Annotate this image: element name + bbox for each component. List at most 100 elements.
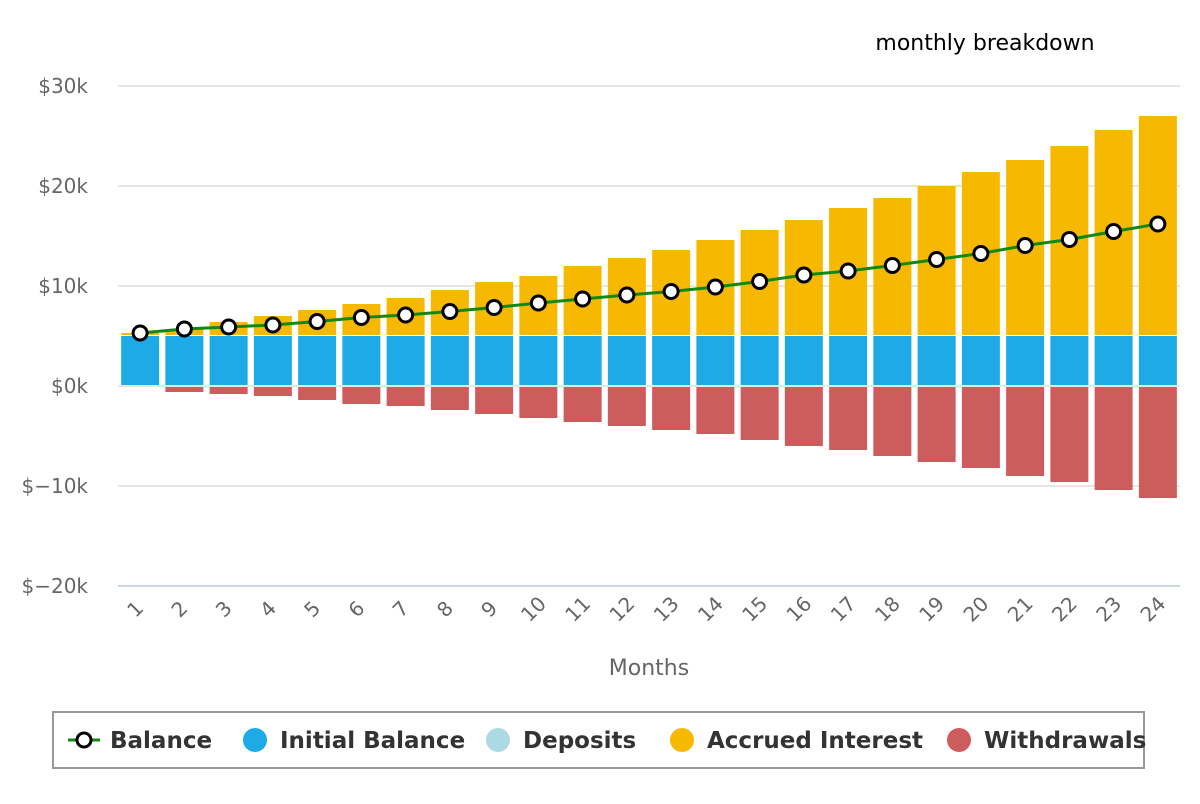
bar-withdrawals — [1094, 387, 1133, 490]
x-tick-label: 15 — [737, 592, 772, 627]
x-tick-label: 18 — [870, 592, 905, 627]
bar-initial-balance — [1006, 336, 1045, 385]
x-tick-label: 23 — [1091, 592, 1126, 627]
y-tick-label: $−20k — [21, 574, 88, 598]
balance-line-path — [139, 222, 1159, 335]
bar-initial-balance — [165, 336, 204, 385]
legend-item-withdrawals[interactable]: Withdrawals — [947, 728, 1146, 754]
legend-dot-symbol — [670, 728, 694, 752]
x-tick-label: 3 — [211, 596, 237, 622]
bar-initial-balance — [1094, 336, 1133, 385]
bar-withdrawals — [1050, 387, 1089, 482]
legend-box — [52, 711, 1145, 769]
balance-point — [751, 273, 769, 290]
balance-point — [175, 320, 193, 338]
bar-initial-balance — [652, 336, 691, 385]
balance-point — [308, 313, 326, 330]
x-axis-title: Months — [609, 656, 689, 681]
legend-label: Balance — [110, 728, 212, 754]
legend-label: Accrued Interest — [707, 728, 923, 754]
bar-initial-balance — [209, 336, 248, 385]
legend: Balance Initial Balance Deposits Accrued In… — [52, 711, 1146, 769]
bar-initial-balance — [1138, 336, 1177, 385]
x-tick-label: 1 — [122, 596, 148, 622]
balance-point — [795, 266, 813, 284]
legend-item-accrued-interest[interactable]: Accrued Interest — [670, 728, 923, 754]
bar-initial-balance — [917, 336, 956, 385]
bar-withdrawals — [563, 387, 602, 422]
bar-withdrawals — [961, 387, 1000, 468]
bar-withdrawals — [607, 387, 646, 426]
legend-dot-symbol — [947, 728, 971, 752]
x-axis: 1 2 3 4 5 6 7 8 9 10 11 12 13 14 15 16 17 18 19 20 21 22 23 24 — [122, 592, 1170, 627]
legend-item-initial-balance[interactable]: Initial Balance — [243, 728, 465, 754]
legend-label: Initial Balance — [280, 728, 465, 754]
y-tick-label: $10k — [38, 274, 88, 298]
x-tick-label: 19 — [914, 592, 949, 627]
x-tick-label: 21 — [1003, 592, 1038, 627]
balance-point — [928, 251, 946, 268]
bar-initial-balance — [563, 336, 602, 385]
bar-withdrawals — [652, 387, 691, 430]
x-tick-label: 20 — [958, 592, 993, 627]
grid-lines — [118, 85, 1180, 587]
bar-withdrawals — [386, 387, 425, 406]
legend-item-balance[interactable]: Balance — [68, 728, 212, 754]
balance-point — [220, 318, 238, 336]
x-tick-label: 9 — [476, 596, 502, 622]
balance-point — [839, 262, 857, 280]
balance-point — [352, 309, 370, 326]
bar-withdrawals — [209, 387, 248, 394]
x-tick-label: 6 — [343, 596, 369, 622]
balance-point — [131, 324, 149, 342]
bar-initial-balance — [1050, 336, 1089, 385]
x-tick-label: 4 — [255, 596, 281, 622]
balance-point — [1105, 223, 1123, 240]
chart-title: monthly breakdown — [875, 31, 1094, 56]
x-tick-label: 17 — [826, 592, 861, 627]
y-tick-label: $30k — [38, 74, 88, 98]
bar-withdrawals — [873, 387, 912, 456]
legend-marker-symbol — [75, 731, 93, 749]
x-tick-label: 24 — [1135, 592, 1170, 627]
legend-label: Deposits — [523, 728, 636, 754]
balance-point — [397, 306, 415, 324]
legend-label: Withdrawals — [984, 728, 1146, 754]
bar-withdrawals — [784, 387, 823, 446]
y-axis: $30k $20k $10k $0k $−10k $−20k — [21, 74, 88, 598]
balance-point — [662, 283, 680, 300]
bar-withdrawals — [475, 387, 514, 414]
legend-item-deposits[interactable]: Deposits — [486, 728, 636, 754]
bar-initial-balance — [961, 336, 1000, 385]
x-tick-label: 11 — [560, 592, 595, 627]
bar-initial-balance — [121, 336, 160, 385]
x-tick-label: 7 — [388, 596, 414, 622]
bar-withdrawals — [253, 387, 292, 396]
bar-initial-balance — [873, 336, 912, 385]
balance-point — [441, 303, 459, 320]
bar-withdrawals — [917, 387, 956, 462]
balance-line — [131, 215, 1167, 342]
bar-initial-balance — [298, 336, 337, 385]
balance-point — [574, 290, 592, 308]
bar-initial-balance — [386, 336, 425, 385]
bar-withdrawals — [1138, 387, 1177, 498]
x-tick-label: 8 — [432, 596, 458, 622]
bar-withdrawals — [829, 387, 868, 450]
bars — [121, 116, 1177, 498]
x-tick-label: 5 — [299, 596, 325, 622]
bar-withdrawals — [342, 387, 381, 404]
balance-point — [1016, 237, 1034, 254]
bar-withdrawals — [430, 387, 469, 410]
y-tick-label: $−10k — [21, 474, 88, 498]
bar-initial-balance — [342, 336, 381, 385]
bar-initial-balance — [696, 336, 735, 385]
bar-initial-balance — [430, 336, 469, 385]
y-tick-label: $0k — [51, 374, 88, 398]
balance-point — [485, 299, 503, 316]
legend-dot-symbol — [486, 728, 510, 752]
bar-withdrawals — [519, 387, 558, 418]
x-tick-label: 22 — [1047, 592, 1082, 627]
